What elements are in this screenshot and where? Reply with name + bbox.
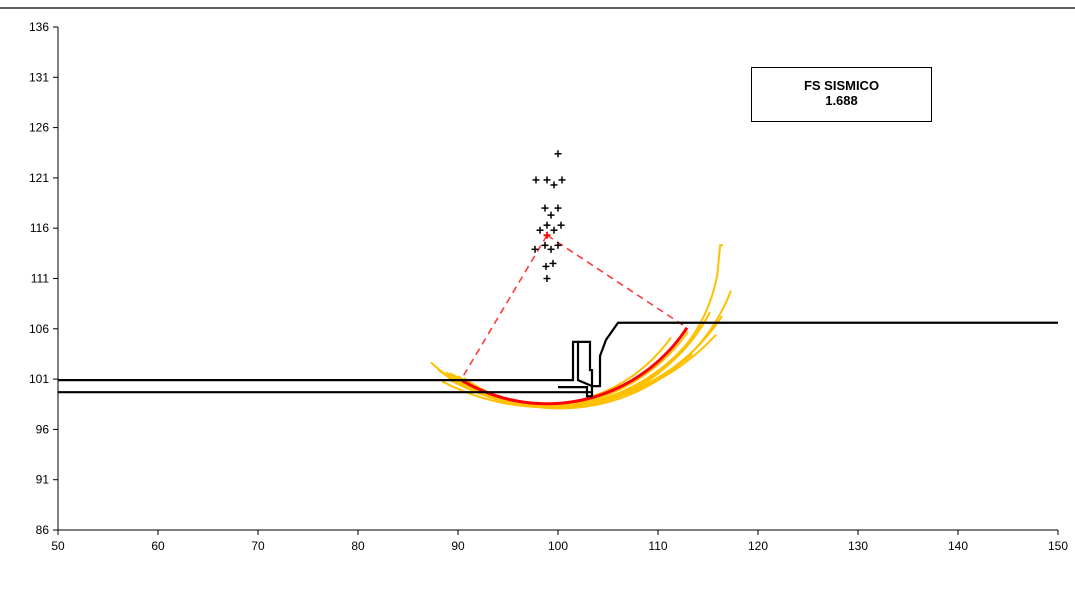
fs-annotation-box: FS SISMICO 1.688 — [751, 67, 932, 122]
y-tick-label: 86 — [36, 523, 50, 537]
y-tick-label: 101 — [29, 372, 49, 386]
y-tick-label: 121 — [29, 171, 49, 185]
trial-center-point — [542, 262, 550, 270]
trial-center-point — [554, 204, 562, 212]
critical-radius-line-right — [546, 234, 688, 329]
terrain-ground — [58, 321, 1058, 388]
critical-center-point — [543, 231, 551, 239]
trial-center-point — [543, 176, 551, 184]
x-tick-label: 50 — [51, 539, 65, 553]
trial-center-point — [550, 226, 558, 234]
x-tick-label: 90 — [451, 539, 465, 553]
critical-surface-arc — [460, 326, 689, 406]
trial-surface-arc — [447, 333, 717, 408]
trial-center-point — [536, 226, 544, 234]
trial-surface-arc — [430, 336, 672, 407]
y-tick-label: 91 — [36, 473, 50, 487]
trial-centers — [531, 150, 566, 282]
x-tick-label: 110 — [648, 539, 667, 553]
y-tick-label: 136 — [29, 20, 49, 34]
trial-center-point — [547, 211, 555, 219]
x-tick-label: 150 — [1048, 539, 1068, 553]
y-tick-label: 106 — [29, 322, 49, 336]
critical-surface-group — [460, 234, 689, 406]
trial-center-point — [531, 245, 539, 253]
x-tick-label: 130 — [848, 539, 868, 553]
critical-radius-line-left — [460, 234, 548, 381]
trial-surfaces — [430, 244, 732, 410]
trial-surface-arc — [463, 244, 723, 410]
trial-center-point — [547, 245, 555, 253]
trial-center-point — [558, 176, 566, 184]
trial-center-point — [557, 221, 565, 229]
fs-value: 1.688 — [825, 93, 858, 108]
trial-center-point — [541, 241, 549, 249]
y-tick-label: 116 — [30, 221, 49, 235]
trial-center-point — [554, 150, 562, 158]
trial-center-point — [543, 275, 551, 282]
trial-center-point — [550, 181, 558, 189]
trial-center-point — [532, 176, 540, 184]
trial-center-point — [543, 221, 551, 229]
y-tick-label: 111 — [31, 272, 50, 286]
y-tick-label: 131 — [29, 70, 49, 84]
terrain — [58, 321, 1058, 398]
trial-surface-arc — [441, 353, 693, 409]
axes: 50 60 70 80 90 100 110 120 130 140 150 86 91 96 101 106… — [29, 20, 1068, 553]
trial-center-point — [541, 204, 549, 212]
trial-center-point — [554, 241, 562, 249]
y-tick-label: 96 — [36, 422, 50, 436]
x-tick-label: 140 — [948, 539, 968, 553]
trial-center-point — [549, 259, 557, 267]
terrain-wall-stem — [558, 341, 594, 398]
y-tick-label: 126 — [29, 121, 49, 135]
x-tick-label: 80 — [351, 539, 365, 553]
x-tick-label: 120 — [748, 539, 768, 553]
x-tick-label: 100 — [548, 539, 568, 553]
fs-title: FS SISMICO — [803, 78, 880, 93]
trial-surface-arc — [457, 290, 732, 410]
x-tick-label: 60 — [151, 539, 165, 553]
x-tick-label: 70 — [251, 539, 265, 553]
